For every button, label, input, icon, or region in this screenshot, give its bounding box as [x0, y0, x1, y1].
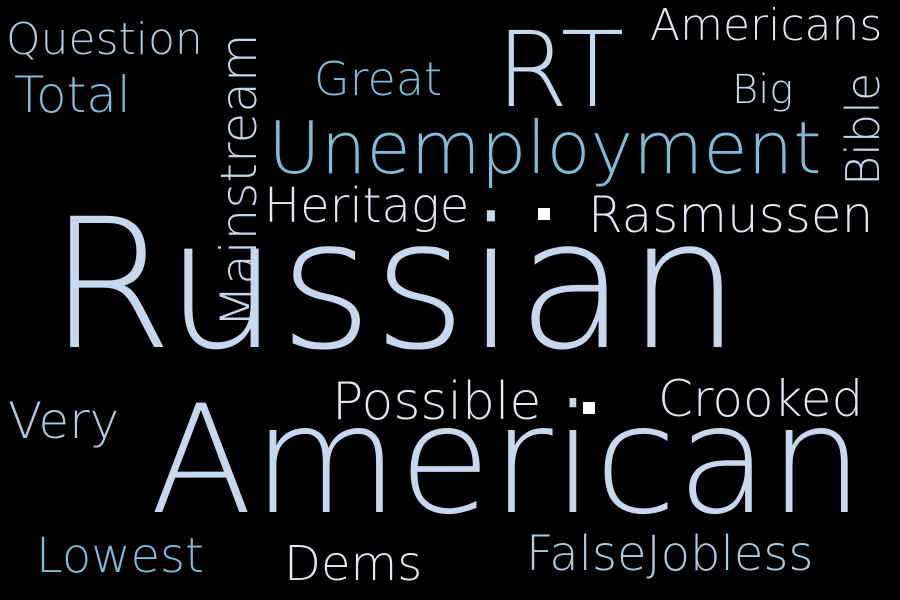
word-question: Question: [6, 14, 203, 65]
word-dems: Dems: [284, 536, 423, 592]
word-rasmussen: Rasmussen: [588, 186, 874, 244]
word-very: Very: [8, 392, 120, 450]
separator-dot: [538, 208, 550, 220]
word-american: American: [150, 374, 864, 548]
word-falsejobless: FalseJobless: [526, 526, 814, 582]
separator-dot: [583, 402, 595, 414]
word-heritage: Heritage: [264, 178, 470, 234]
word-bible: Bible: [836, 72, 890, 186]
word-americans: Americans: [650, 0, 883, 51]
word-total: Total: [14, 66, 131, 124]
word-lowest: Lowest: [36, 528, 204, 584]
word-russian: Russian: [48, 181, 742, 390]
word-rt: RT: [496, 9, 625, 131]
word-big: Big: [732, 67, 794, 113]
word-great: Great: [314, 52, 443, 106]
word-crooked: Crooked: [658, 370, 864, 428]
word-possible: Possible: [332, 372, 542, 432]
word-unemployment: Unemployment: [268, 106, 822, 190]
